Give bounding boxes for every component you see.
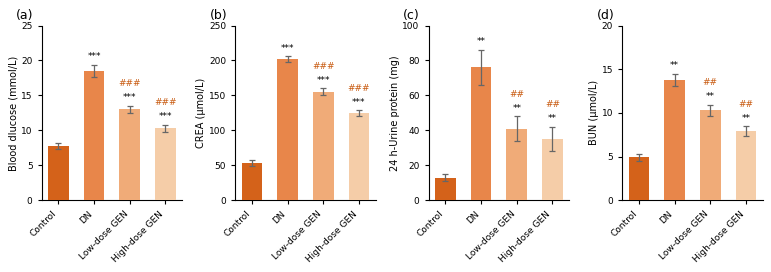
Text: ##: ## (545, 100, 560, 109)
Y-axis label: CREA (μmol/L): CREA (μmol/L) (196, 78, 206, 148)
Text: **: ** (670, 61, 679, 70)
Bar (84, 71, 104, 200)
Text: ##: ## (739, 100, 753, 109)
Text: ***: *** (123, 93, 136, 103)
Bar (48, 146, 69, 200)
Text: **: ** (742, 113, 750, 122)
Text: ##: ## (702, 78, 718, 87)
Text: (d): (d) (597, 9, 614, 22)
Bar (700, 110, 721, 200)
Y-axis label: 24 h-Urine protein (mg): 24 h-Urine protein (mg) (389, 55, 399, 171)
Text: **: ** (512, 104, 521, 113)
Bar (628, 157, 649, 200)
Text: ###: ### (154, 98, 177, 107)
Bar (241, 163, 262, 200)
Text: ###: ### (348, 84, 370, 93)
Bar (736, 131, 756, 200)
Bar (542, 139, 563, 200)
Bar (155, 128, 176, 200)
Text: ###: ### (119, 79, 141, 88)
Text: ***: *** (159, 112, 172, 121)
Text: **: ** (548, 115, 557, 123)
Bar (313, 92, 334, 200)
Bar (471, 67, 491, 200)
Bar (348, 113, 369, 200)
Bar (278, 59, 298, 200)
Text: **: ** (705, 92, 715, 101)
Text: ***: *** (87, 52, 101, 61)
Bar (664, 80, 685, 200)
Text: **: ** (476, 38, 486, 47)
Text: ***: *** (281, 44, 295, 53)
Bar (120, 109, 140, 200)
Text: (c): (c) (403, 9, 420, 22)
Text: ###: ### (312, 62, 335, 71)
Text: ***: *** (352, 98, 365, 107)
Y-axis label: BUN (μmol/L): BUN (μmol/L) (589, 80, 599, 146)
Bar (435, 178, 456, 200)
Y-axis label: Blood dIucose (mmol/L): Blood dIucose (mmol/L) (8, 55, 19, 171)
Text: ##: ## (509, 90, 524, 99)
Bar (507, 129, 527, 200)
Text: (b): (b) (210, 9, 227, 22)
Text: ***: *** (317, 76, 330, 85)
Text: (a): (a) (16, 9, 34, 22)
